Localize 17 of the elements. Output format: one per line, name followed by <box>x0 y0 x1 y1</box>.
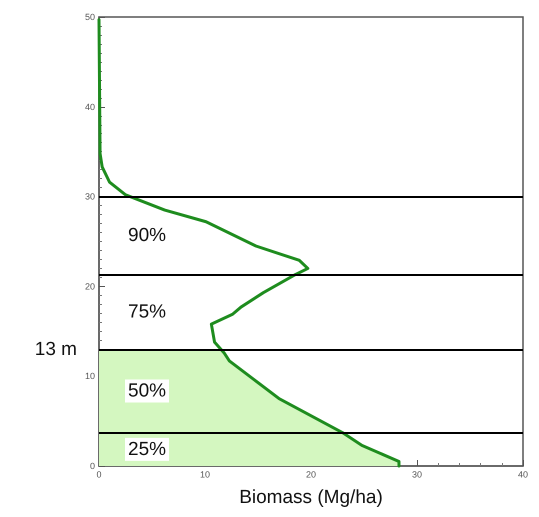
annotation: 75% <box>128 301 166 322</box>
x-tick-label: 30 <box>412 470 422 480</box>
y-tick-label: 10 <box>84 371 95 382</box>
y-tick-label: 40 <box>84 102 95 112</box>
x-tick-label: 20 <box>306 470 316 480</box>
annotation: 50% <box>128 380 166 402</box>
annotation: 90% <box>128 225 166 246</box>
y-tick-label: 20 <box>84 281 95 292</box>
y-tick-label: 50 <box>84 12 95 22</box>
y-tick-label: 30 <box>84 192 95 202</box>
x-tick-label: 40 <box>518 470 528 480</box>
x-tick-label: 0 <box>96 470 102 480</box>
x-axis-title: Biomass (Mg/ha) <box>239 487 383 508</box>
y-tick-label: 0 <box>90 461 95 471</box>
annotation: 25% <box>128 438 166 460</box>
ref-line-label: 13 m <box>34 338 77 360</box>
x-tick-label: 10 <box>200 470 210 480</box>
